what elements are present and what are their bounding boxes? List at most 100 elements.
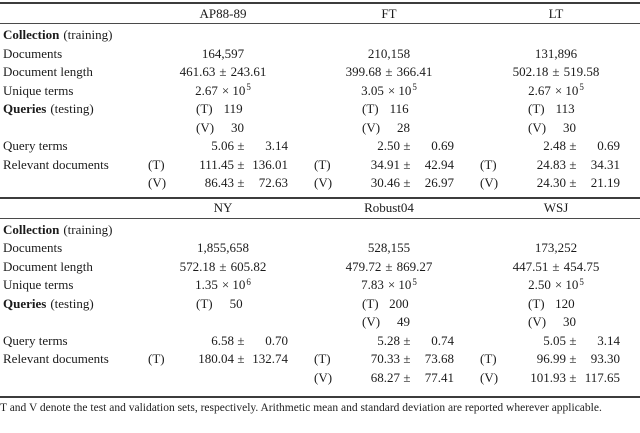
value-cell: 461.63 ±243.61 xyxy=(179,64,267,79)
row-label-doc-length: Document length xyxy=(3,64,93,79)
validation-tag: (V) xyxy=(314,369,333,385)
plus-minus-sign: ± xyxy=(385,64,393,79)
value-cell: 572.18 ±605.82 xyxy=(179,258,267,274)
test-tag: (T) xyxy=(480,351,497,366)
exponent: 6 xyxy=(246,276,251,287)
value-cell: (V) 30 xyxy=(528,119,577,135)
value-cell: 173,252 xyxy=(534,240,578,255)
times-ten: × 10 xyxy=(387,82,412,98)
row-label-doc-length: Document length xyxy=(3,258,93,274)
times-ten: × 10 xyxy=(221,82,246,98)
validation-tag: (V) xyxy=(362,314,381,329)
header-rule-bottom xyxy=(0,217,640,219)
value-cell: (T) 116 xyxy=(362,101,409,116)
row-documents: Documents 164,597 210,158 131,896 xyxy=(0,46,640,65)
value-cell: (V) 86.43 ±72.63 xyxy=(140,175,306,191)
row-collection: Collection (training) xyxy=(0,222,640,241)
value-cell: (T) 50 xyxy=(196,295,243,311)
plus-minus-sign: ± xyxy=(237,332,245,348)
value-cell: 1.35 × 10 6 xyxy=(195,276,251,293)
validation-tag: (V) xyxy=(528,314,547,329)
plus-minus-sign: ± xyxy=(219,64,227,79)
value-cell: (V) 24.30 ±21.19 xyxy=(472,175,640,191)
row-label-queries: Queries (testing) xyxy=(3,295,94,311)
times-ten: × 10 xyxy=(554,82,579,98)
test-tag: (T) xyxy=(148,351,165,366)
row-label-collection: Collection (training) xyxy=(3,27,113,42)
times-ten: × 10 xyxy=(554,277,579,292)
value-cell: 399.68 ±366.41 xyxy=(345,64,433,79)
top-rule xyxy=(0,2,640,4)
test-tag: (T) xyxy=(196,101,213,116)
exponent: 5 xyxy=(579,82,584,92)
exponent: 5 xyxy=(579,276,584,287)
row-label-relevant-docs: Relevant documents xyxy=(3,156,109,172)
row-label-query-terms: Query terms xyxy=(3,138,68,153)
value-cell: 5.06 ±3.14 xyxy=(211,138,288,153)
row-queries-validation: (V) 49 (V) 30 xyxy=(0,314,640,333)
column-header-ap88-89: AP88-89 xyxy=(199,5,247,21)
test-tag: (T) xyxy=(314,156,331,172)
row-label-relevant-docs: Relevant documents xyxy=(3,351,109,366)
row-label-collection: Collection (training) xyxy=(3,221,113,237)
plus-minus-sign: ± xyxy=(569,175,577,190)
plus-minus-sign: ± xyxy=(569,369,577,385)
value-cell: 528,155 xyxy=(367,240,411,255)
value-cell: (T) 120 xyxy=(528,295,575,311)
value-cell: (T) 34.91 ±42.94 xyxy=(306,157,472,173)
validation-tag: (V) xyxy=(148,175,167,190)
row-doc-length: Document length 461.63 ±243.61 399.68 ±366… xyxy=(0,64,640,83)
header-row-top: AP88-89 FT LT xyxy=(0,4,640,23)
value-cell: (T) 113 xyxy=(528,101,575,116)
value-cell: (V) 28 xyxy=(362,119,411,135)
validation-tag: (V) xyxy=(528,119,547,135)
plus-minus-sign: ± xyxy=(237,156,245,172)
value-cell: 5.05 ±3.14 xyxy=(543,332,620,348)
plus-minus-sign: ± xyxy=(403,156,411,172)
exponent: 5 xyxy=(412,276,417,287)
value-cell: 210,158 xyxy=(367,45,411,61)
row-unique-terms: Unique terms 2.67 × 10 5 3.05 × 10 5 2.67 × 1… xyxy=(0,82,640,102)
value-cell: (T) 24.83 ±34.31 xyxy=(472,157,640,173)
plus-minus-sign: ± xyxy=(385,258,393,274)
plus-minus-sign: ± xyxy=(552,64,560,79)
column-header-robust04: Robust04 xyxy=(364,200,414,215)
value-cell: (T) 70.33 ±73.68 xyxy=(306,351,472,367)
value-cell: (V) 30 xyxy=(196,119,245,135)
value-cell: 2.67 × 10 5 xyxy=(195,82,251,98)
test-tag: (T) xyxy=(362,295,379,311)
test-tag: (T) xyxy=(480,156,497,172)
plus-minus-sign: ± xyxy=(237,175,245,190)
row-label-unique-terms: Unique terms xyxy=(3,277,74,292)
value-cell: 2.67 × 10 5 xyxy=(528,82,584,98)
bottom-rule xyxy=(0,396,640,398)
test-tag: (T) xyxy=(528,101,545,116)
test-tag: (T) xyxy=(148,156,165,172)
column-header-ft: FT xyxy=(381,5,397,21)
row-relevant-validation: (V) 86.43 ±72.63 (V) 30.46 ±26.97 (V) 24.30 ±2… xyxy=(0,175,640,194)
validation-tag: (V) xyxy=(480,175,499,190)
value-cell: (T) 119 xyxy=(196,101,243,116)
row-documents: Documents 1,855,658 528,155 173,252 xyxy=(0,240,640,259)
row-queries-test: Queries (testing) (T) 119 (T) 116 (T) 113 xyxy=(0,101,640,120)
plus-minus-sign: ± xyxy=(403,351,411,366)
value-cell: 131,896 xyxy=(534,45,578,61)
value-cell: 6.58 ±0.70 xyxy=(211,332,288,348)
table-footnote: T and V denote the test and validation s… xyxy=(0,402,602,414)
plus-minus-sign: ± xyxy=(403,175,411,190)
plus-minus-sign: ± xyxy=(237,351,245,366)
times-ten: × 10 xyxy=(387,277,412,292)
column-header-lt: LT xyxy=(548,5,564,21)
value-cell: (V) 30.46 ±26.97 xyxy=(306,175,472,191)
validation-tag: (V) xyxy=(314,175,333,190)
value-cell: 2.50 ±0.69 xyxy=(377,138,454,153)
row-collection: Collection (training) xyxy=(0,27,640,46)
plus-minus-sign: ± xyxy=(403,138,411,153)
test-tag: (T) xyxy=(196,295,213,311)
row-relevant-test: Relevant documents (T) 111.45 ±136.01 (T) 3… xyxy=(0,157,640,176)
row-relevant-test: Relevant documents (T) 180.04 ±132.74 (T) 7… xyxy=(0,351,640,370)
row-label-query-terms: Query terms xyxy=(3,332,68,348)
validation-tag: (V) xyxy=(480,369,499,385)
row-unique-terms: Unique terms 1.35 × 10 6 7.83 × 10 5 2.50 × 1… xyxy=(0,277,640,296)
header-rule-top xyxy=(0,23,640,24)
